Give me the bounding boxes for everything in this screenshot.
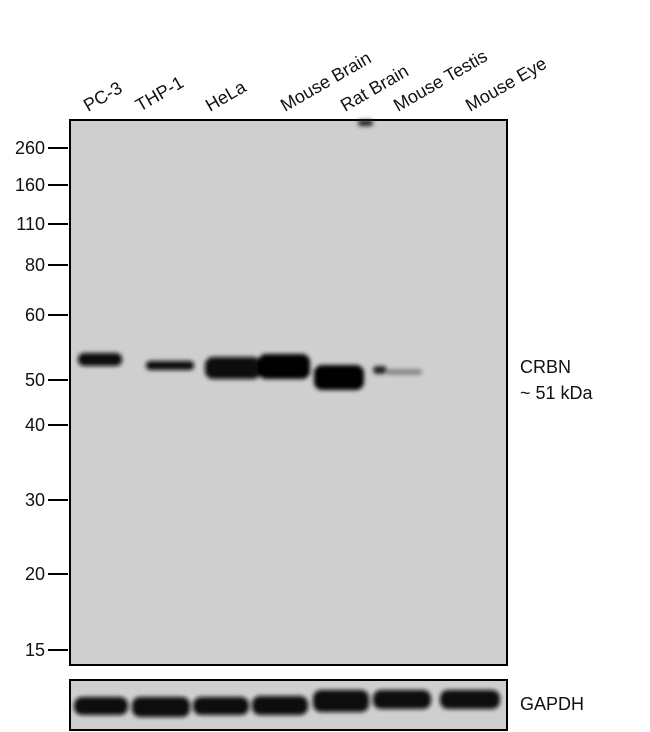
marker-label: 60 [25,305,45,325]
marker-label: 80 [25,255,45,275]
marker-label: 20 [25,564,45,584]
marker-label: 110 [16,214,45,234]
band [258,354,310,379]
marker-label: 30 [25,490,45,510]
marker-label: 260 [15,138,45,158]
band [386,369,422,375]
loading-control: GAPDH [520,694,584,714]
band [146,361,194,370]
band [132,697,190,717]
lane-label: THP-1 [132,72,187,115]
lane-label: PC-3 [80,78,126,116]
target-name: CRBN [520,357,571,377]
band [205,357,261,379]
band [74,697,128,715]
band [78,353,122,366]
marker-label: 50 [25,370,45,390]
main-blot [69,119,508,666]
lane-label: HeLa [202,76,250,115]
marker-label: 15 [25,640,45,660]
band [314,365,364,390]
band [358,120,373,126]
band [373,366,387,374]
bands [74,120,500,717]
target-size: ~ 51 kDa [520,383,594,403]
band [313,690,369,712]
band [373,690,431,709]
band [193,697,249,715]
band [440,690,500,709]
marker-label: 40 [25,415,45,435]
band [252,696,308,715]
marker-label: 160 [15,175,45,195]
